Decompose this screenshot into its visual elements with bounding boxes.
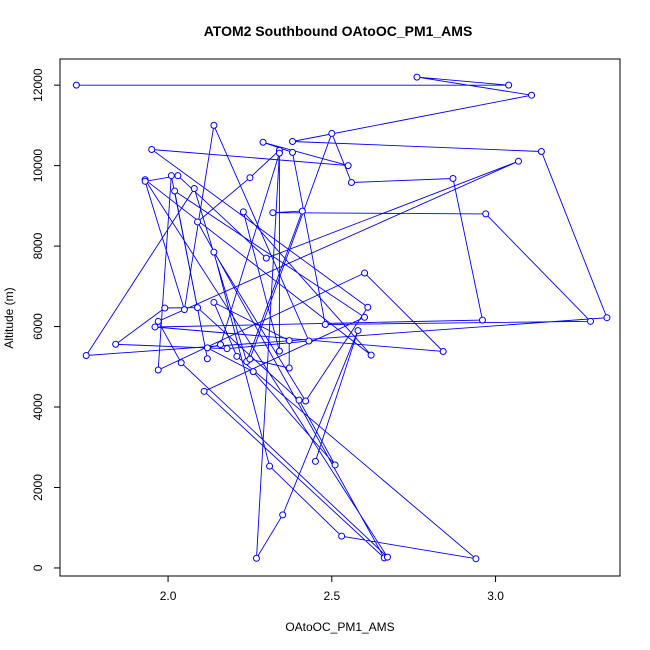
data-point <box>514 157 522 165</box>
data-point <box>338 532 346 540</box>
data-point <box>167 172 175 180</box>
data-point <box>347 179 355 187</box>
data-point <box>154 366 162 374</box>
series-line <box>76 76 608 560</box>
y-axis: 0 2000 4000 6000 8000 10000 12000 <box>31 68 60 571</box>
data-point <box>439 347 447 355</box>
data-point <box>298 207 306 215</box>
data-point <box>302 397 310 405</box>
data-point <box>537 148 545 156</box>
data-point <box>587 317 595 325</box>
y-tick-label: 4000 <box>31 393 45 420</box>
chart-title: ATOM2 Southbound OAtoOC_PM1_AMS <box>204 23 473 39</box>
data-point <box>246 355 254 363</box>
data-point <box>72 81 80 89</box>
data-point <box>354 327 362 335</box>
data-point <box>141 177 149 185</box>
data-point <box>344 162 352 170</box>
data-point <box>285 337 293 345</box>
data-point <box>328 129 336 137</box>
data-point <box>112 340 120 348</box>
data-point <box>275 149 283 157</box>
data-point <box>603 314 611 322</box>
data-point <box>321 321 329 329</box>
data-point <box>361 269 369 277</box>
data-point <box>252 554 260 562</box>
data-point <box>210 248 218 256</box>
x-tick-label: 2.5 <box>323 589 340 603</box>
y-tick-label: 6000 <box>31 313 45 340</box>
data-point <box>364 303 372 311</box>
data-point <box>478 316 486 324</box>
data-point <box>285 364 293 372</box>
data-point <box>311 457 319 465</box>
data-point <box>367 351 375 359</box>
data-point <box>482 210 490 218</box>
data-point <box>449 174 457 182</box>
data-point <box>383 553 391 561</box>
x-tick-label: 3.0 <box>487 589 504 603</box>
data-point <box>262 254 270 262</box>
data-point <box>171 187 179 195</box>
data-point <box>505 81 513 89</box>
data-point <box>210 298 218 306</box>
data-point <box>528 91 536 99</box>
y-tick-label: 12000 <box>31 68 45 102</box>
data-point <box>239 208 247 216</box>
data-point <box>305 337 313 345</box>
data-point <box>233 352 241 360</box>
data-point <box>216 341 224 349</box>
data-point <box>472 555 480 563</box>
y-tick-label: 8000 <box>31 232 45 259</box>
data-point <box>194 218 202 226</box>
data-point <box>331 461 339 469</box>
data-point <box>361 313 369 321</box>
plot-frame <box>59 58 621 577</box>
data-point <box>148 146 156 154</box>
data-point <box>246 174 254 182</box>
x-axis-label: OAtoOC_PM1_AMS <box>285 620 394 634</box>
data-point <box>180 306 188 314</box>
y-axis-label: Altitude (m) <box>2 287 16 348</box>
data-point <box>190 185 198 193</box>
data-point <box>269 209 277 217</box>
y-tick-label: 0 <box>31 564 45 571</box>
data-point <box>151 323 159 331</box>
data-point <box>203 344 211 352</box>
data-point <box>154 317 162 325</box>
data-point <box>194 304 202 312</box>
x-axis: 2.0 2.5 3.0 <box>160 576 504 603</box>
data-point <box>289 137 297 145</box>
x-tick-label: 2.0 <box>160 589 177 603</box>
data-point <box>266 462 274 470</box>
data-point <box>289 148 297 156</box>
data-point <box>275 347 283 355</box>
data-point <box>177 359 185 367</box>
data-point <box>210 121 218 129</box>
y-tick-label: 2000 <box>31 474 45 501</box>
data-point <box>249 368 257 376</box>
data-point <box>161 304 169 312</box>
data-point <box>295 396 303 404</box>
data-point <box>259 138 267 146</box>
data-point <box>200 387 208 395</box>
data-point <box>223 345 231 353</box>
data-point <box>413 73 421 81</box>
series-layer <box>72 73 611 563</box>
y-tick-label: 10000 <box>31 149 45 183</box>
data-point <box>174 172 182 180</box>
data-point <box>279 511 287 519</box>
data-point <box>82 352 90 360</box>
data-point <box>203 355 211 363</box>
